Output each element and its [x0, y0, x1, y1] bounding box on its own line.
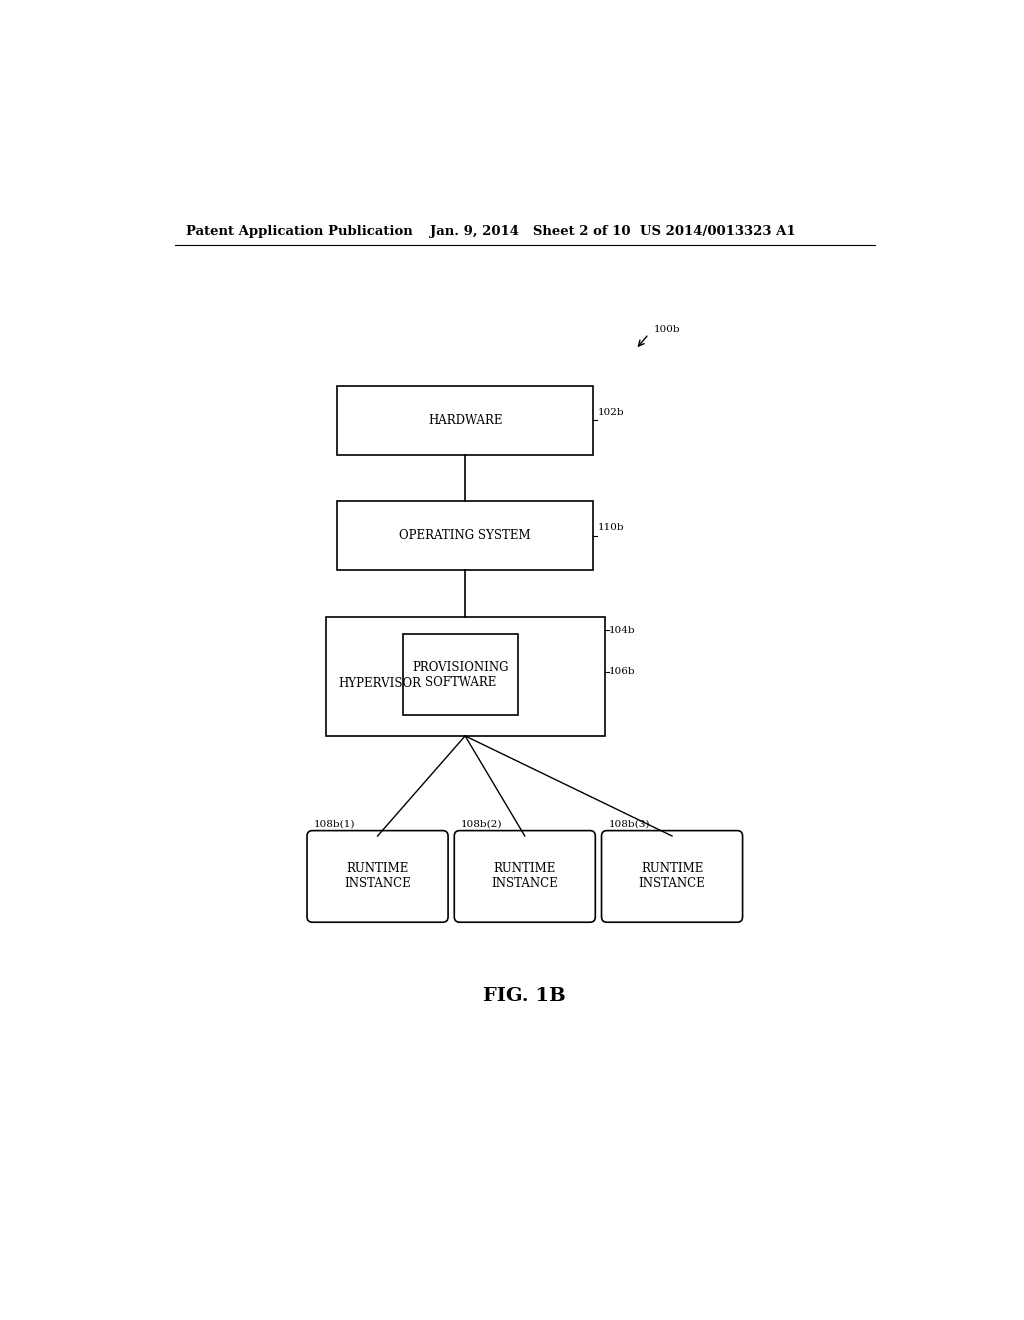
- Text: PROVISIONING
SOFTWARE: PROVISIONING SOFTWARE: [413, 661, 509, 689]
- Text: RUNTIME
INSTANCE: RUNTIME INSTANCE: [639, 862, 706, 891]
- Text: 110b: 110b: [598, 524, 625, 532]
- FancyBboxPatch shape: [337, 502, 593, 570]
- FancyBboxPatch shape: [455, 830, 595, 923]
- Text: 104b: 104b: [609, 626, 636, 635]
- Text: HARDWARE: HARDWARE: [428, 413, 503, 426]
- FancyBboxPatch shape: [403, 635, 518, 715]
- FancyBboxPatch shape: [601, 830, 742, 923]
- Text: 100b: 100b: [653, 325, 680, 334]
- Text: 108b(1): 108b(1): [314, 820, 355, 828]
- FancyBboxPatch shape: [337, 385, 593, 455]
- Text: Jan. 9, 2014   Sheet 2 of 10: Jan. 9, 2014 Sheet 2 of 10: [430, 224, 631, 238]
- FancyBboxPatch shape: [307, 830, 449, 923]
- Text: 108b(2): 108b(2): [461, 820, 503, 828]
- FancyBboxPatch shape: [326, 616, 604, 737]
- Text: RUNTIME
INSTANCE: RUNTIME INSTANCE: [492, 862, 558, 891]
- Text: Patent Application Publication: Patent Application Publication: [186, 224, 413, 238]
- Text: RUNTIME
INSTANCE: RUNTIME INSTANCE: [344, 862, 411, 891]
- Text: 108b(3): 108b(3): [608, 820, 650, 828]
- Text: US 2014/0013323 A1: US 2014/0013323 A1: [640, 224, 795, 238]
- Text: OPERATING SYSTEM: OPERATING SYSTEM: [399, 529, 530, 543]
- Text: 102b: 102b: [598, 408, 625, 417]
- Text: 106b: 106b: [609, 668, 636, 676]
- Text: HYPERVISOR: HYPERVISOR: [338, 677, 421, 690]
- Text: FIG. 1B: FIG. 1B: [483, 987, 566, 1005]
